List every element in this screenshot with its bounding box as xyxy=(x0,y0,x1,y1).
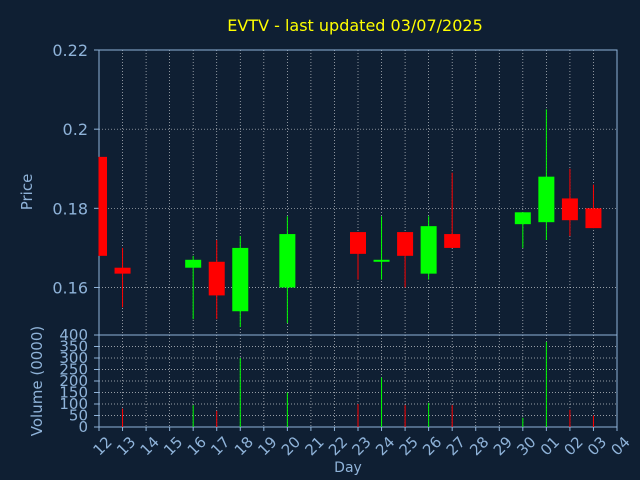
candle-body xyxy=(208,261,225,296)
candle-body xyxy=(99,156,107,256)
candle-body xyxy=(538,176,555,223)
day-tick-label: 03 xyxy=(584,433,610,459)
day-tick-label: 17 xyxy=(207,433,233,459)
day-tick-label: 02 xyxy=(560,433,586,459)
volume-tick-label: 50 xyxy=(69,407,88,425)
candle-body xyxy=(585,208,602,229)
candle-body xyxy=(185,259,202,268)
day-tick-label: 16 xyxy=(184,433,210,459)
candle-body xyxy=(373,259,390,262)
day-tick-label: 28 xyxy=(466,433,492,459)
day-tick-label: 18 xyxy=(231,433,257,459)
volume-tick-label: 400 xyxy=(59,326,88,344)
volume-tick-label: 350 xyxy=(59,338,88,356)
day-tick-label: 25 xyxy=(396,433,422,459)
candle-body xyxy=(420,226,437,274)
day-tick-label: 13 xyxy=(113,433,139,459)
candle-body xyxy=(397,232,414,256)
day-tick-label: 22 xyxy=(325,433,351,459)
day-tick-label: 30 xyxy=(513,433,539,459)
candle-body xyxy=(514,212,531,225)
candle-body xyxy=(561,198,578,221)
day-tick-label: 19 xyxy=(254,433,280,459)
day-tick-label: 29 xyxy=(490,433,516,459)
day-axis: 1213141516171819202122232425262728293001… xyxy=(90,427,634,459)
day-tick-label: 15 xyxy=(160,433,186,459)
day-tick-label: 26 xyxy=(419,433,445,459)
day-tick-label: 01 xyxy=(537,433,563,459)
volume-tick-label: 150 xyxy=(59,384,88,402)
day-tick-label: 21 xyxy=(301,433,327,459)
day-tick-label: 24 xyxy=(372,433,398,459)
day-tick-label: 12 xyxy=(90,433,116,459)
day-tick-label: 20 xyxy=(278,433,304,459)
price-tick-label: 0.22 xyxy=(52,41,88,60)
price-tick-label: 0.18 xyxy=(52,199,88,218)
x-axis-label: Day xyxy=(334,460,362,476)
volume-tick-label: 250 xyxy=(59,361,88,379)
candle-body xyxy=(350,232,366,254)
candle-body xyxy=(114,267,131,274)
day-tick-label: 14 xyxy=(137,433,163,459)
volume-bars xyxy=(122,341,594,427)
candle-body xyxy=(232,247,249,312)
candles xyxy=(98,109,602,328)
day-tick-label: 27 xyxy=(443,433,469,459)
volume-tick-label: 300 xyxy=(59,349,88,367)
price-tick-label: 0.16 xyxy=(52,279,88,298)
price-axis-label: Price xyxy=(18,174,36,211)
candle-body xyxy=(279,234,296,288)
volume-axis-label: Volume (0000) xyxy=(28,326,46,436)
price-tick-label: 0.2 xyxy=(63,120,88,139)
volume-tick-label: 0 xyxy=(78,418,88,436)
volume-tick-label: 200 xyxy=(59,372,88,390)
day-tick-label: 04 xyxy=(608,433,634,459)
volume-tick-label: 100 xyxy=(59,395,88,413)
chart-title: EVTV - last updated 03/07/2025 xyxy=(227,16,483,35)
day-tick-label: 23 xyxy=(349,433,375,459)
candle-body xyxy=(444,234,461,248)
